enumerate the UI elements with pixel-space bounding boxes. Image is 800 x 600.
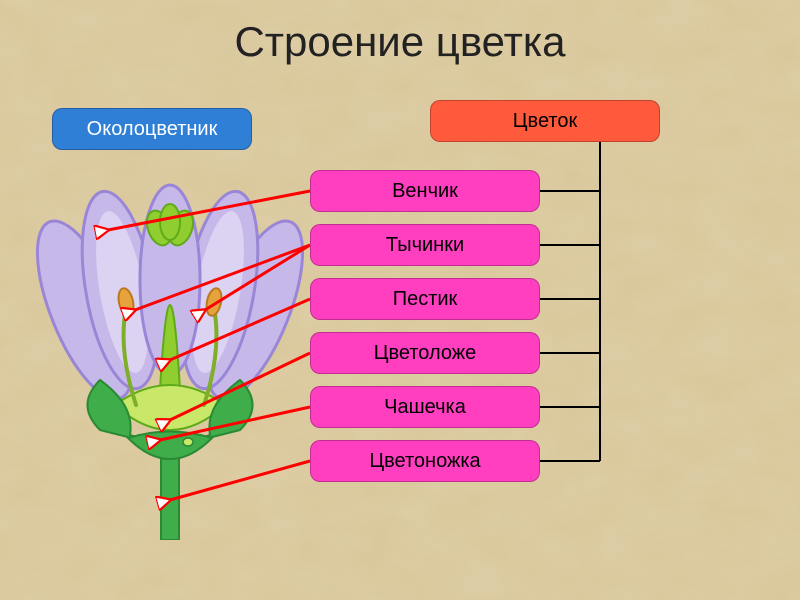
part-label: Цветоложе	[374, 342, 477, 365]
part-label: Венчик	[392, 180, 458, 203]
root-label: Цветок	[513, 110, 577, 133]
flower-illustration	[30, 180, 310, 540]
part-label: Пестик	[393, 288, 458, 311]
part-box-chashechka: Чашечка	[310, 386, 540, 428]
page-title: Строение цветка	[0, 18, 800, 66]
part-box-pestik: Пестик	[310, 278, 540, 320]
category-box-perianth: Околоцветник	[52, 108, 252, 150]
part-box-cvetonozhka: Цветоножка	[310, 440, 540, 482]
part-label: Цветоножка	[369, 450, 480, 473]
root-box-flower: Цветок	[430, 100, 660, 142]
part-box-tychinki: Тычинки	[310, 224, 540, 266]
category-label: Околоцветник	[87, 118, 218, 141]
part-label: Чашечка	[384, 396, 466, 419]
part-label: Тычинки	[386, 234, 464, 257]
part-box-cvetolozhe: Цветоложе	[310, 332, 540, 374]
part-box-venchik: Венчик	[310, 170, 540, 212]
